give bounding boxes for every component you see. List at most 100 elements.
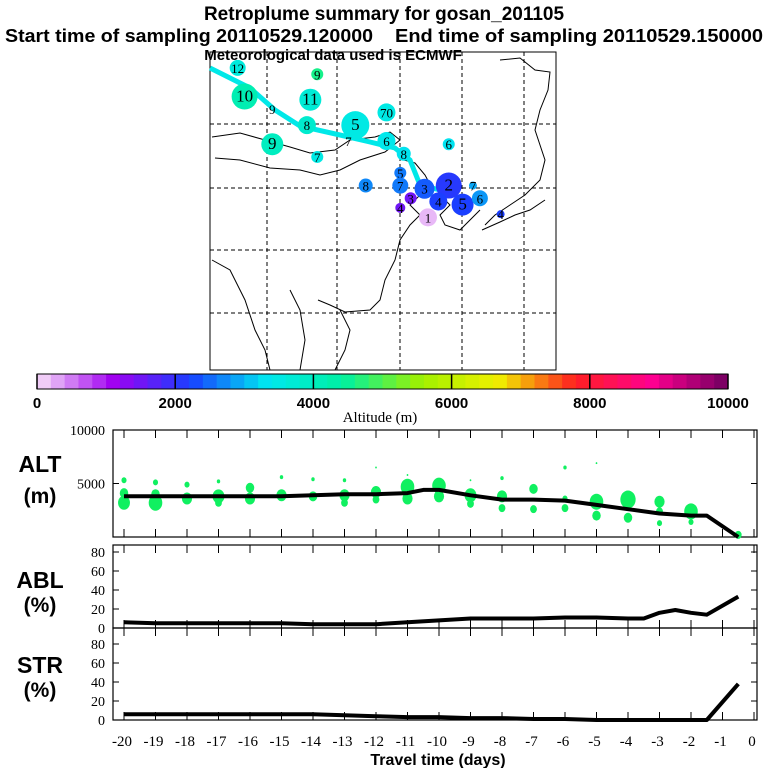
coastline [484, 57, 551, 226]
series-line-str [124, 682, 740, 722]
panel-unit: (%) [24, 594, 57, 617]
trajectory-bubble [396, 146, 411, 161]
day-label: 7 [314, 150, 321, 165]
x-tick-label: 0 [748, 734, 756, 750]
altitude-bubble [654, 495, 665, 508]
colorbar-cell [189, 374, 204, 389]
trajectory-bubble [414, 178, 435, 199]
day-label: 4 [435, 194, 442, 209]
coastline [334, 309, 351, 371]
altitude-bubble [688, 519, 694, 526]
x-tick-label: -14 [301, 734, 321, 750]
day-label: 7 [397, 179, 404, 194]
altitude-bubble [620, 490, 636, 509]
colorbar-cell [686, 374, 701, 389]
colorbar-cell [548, 374, 563, 389]
colorbar-cell [147, 374, 162, 389]
day-label: 5 [397, 166, 404, 181]
colorbar-tick-label: 0 [33, 395, 41, 412]
colorbar-cell [382, 374, 397, 389]
day-label: 7 [345, 134, 352, 149]
colorbar-cell [285, 374, 301, 389]
altitude-bubble [530, 505, 537, 514]
figure-title: Retroplume summary for gosan_201105 [204, 4, 565, 25]
trajectory-bubble [229, 59, 246, 76]
day-label: 2 [444, 176, 453, 195]
colorbar-cell [313, 374, 328, 389]
y-tick-label: 40 [91, 584, 105, 599]
x-tick-label: -7 [525, 734, 538, 750]
trajectory-bubble [311, 150, 324, 163]
colorbar-cell [216, 374, 231, 389]
altitude-colorbar: 0 2000 4000 6000 8000 10000 [33, 373, 749, 412]
colorbar-cell [50, 374, 66, 389]
day-label: 4 [497, 207, 504, 222]
trajectory-bubble [394, 166, 407, 179]
colorbar-cell [520, 374, 536, 389]
colorbar-cell [617, 374, 632, 389]
colorbar-tick-label: 8000 [573, 395, 606, 412]
colorbar-cell [244, 374, 259, 389]
colorbar-cell [354, 374, 370, 389]
coastline [481, 199, 546, 231]
day-label: 1 [425, 210, 432, 225]
start-time: Start time of sampling 20110529.120000 [5, 26, 373, 46]
altitude-bubble [375, 466, 377, 469]
colorbar-cell [506, 374, 522, 389]
day-label: 6 [383, 134, 390, 149]
altitude-bubble [216, 479, 221, 484]
x-tick-label: -11 [396, 734, 415, 750]
altitude-bubble [118, 495, 130, 510]
altitude-bubble [406, 473, 409, 476]
y-tick-label: 5000 [77, 478, 105, 493]
colorbar-cell [78, 374, 93, 389]
trajectory-bubble [435, 172, 462, 199]
x-tick-label: -20 [112, 734, 132, 750]
colorbar-cell [437, 374, 453, 389]
colorbar-cell [631, 374, 646, 389]
altitude-bubble [342, 478, 347, 483]
altitude-bubble [311, 477, 315, 482]
coastline [317, 159, 433, 313]
day-label: 11 [302, 90, 318, 109]
trajectory-bubble [311, 68, 324, 81]
panel-label: STR [17, 652, 63, 678]
x-tick-label: -17 [207, 734, 227, 750]
trajectory-bubble [261, 133, 284, 156]
panel-abl: 80 60 40 20 0 ABL(%) [16, 544, 758, 637]
met-data-label: Meteorological data used is ECMWF [204, 47, 462, 64]
panel-frame [112, 544, 758, 629]
x-tick-label: -15 [270, 734, 290, 750]
colorbar-tick-label: 4000 [297, 395, 330, 412]
colorbar-cell [534, 374, 549, 389]
panel-label: ALT [18, 451, 61, 477]
altitude-bubble [595, 462, 598, 465]
altitude-bubble [245, 482, 255, 493]
day-label: 8 [304, 118, 311, 133]
colorbar-tick-label: 6000 [435, 395, 468, 412]
coastline [439, 194, 481, 231]
day-label: 9 [314, 67, 321, 82]
altitude-bubble [244, 492, 256, 505]
colorbar-cell [645, 374, 660, 389]
x-tick-label: -10 [427, 734, 447, 750]
colorbar-cell [299, 374, 314, 389]
colorbar-label: Altitude (m) [343, 410, 418, 426]
panel-frame [112, 627, 758, 721]
day-label: 7 [470, 179, 477, 194]
colorbar-cell [258, 374, 273, 389]
end-time: End time of sampling 20110529.150000 [395, 26, 763, 46]
altitude-bubble [561, 504, 569, 513]
colorbar-cell [368, 374, 383, 389]
day-label: 5 [458, 195, 467, 214]
trajectory-bubble [297, 116, 316, 135]
colorbar-cell [271, 374, 287, 389]
x-tick-label: -16 [238, 734, 258, 750]
altitude-bubble [152, 479, 159, 486]
altitude-bubble [433, 490, 445, 503]
colorbar-cell [175, 374, 190, 389]
colorbar-cell [465, 374, 480, 389]
altitude-bubble [372, 495, 380, 504]
altitude-bubble [500, 476, 504, 481]
day-label: 3 [421, 182, 428, 197]
